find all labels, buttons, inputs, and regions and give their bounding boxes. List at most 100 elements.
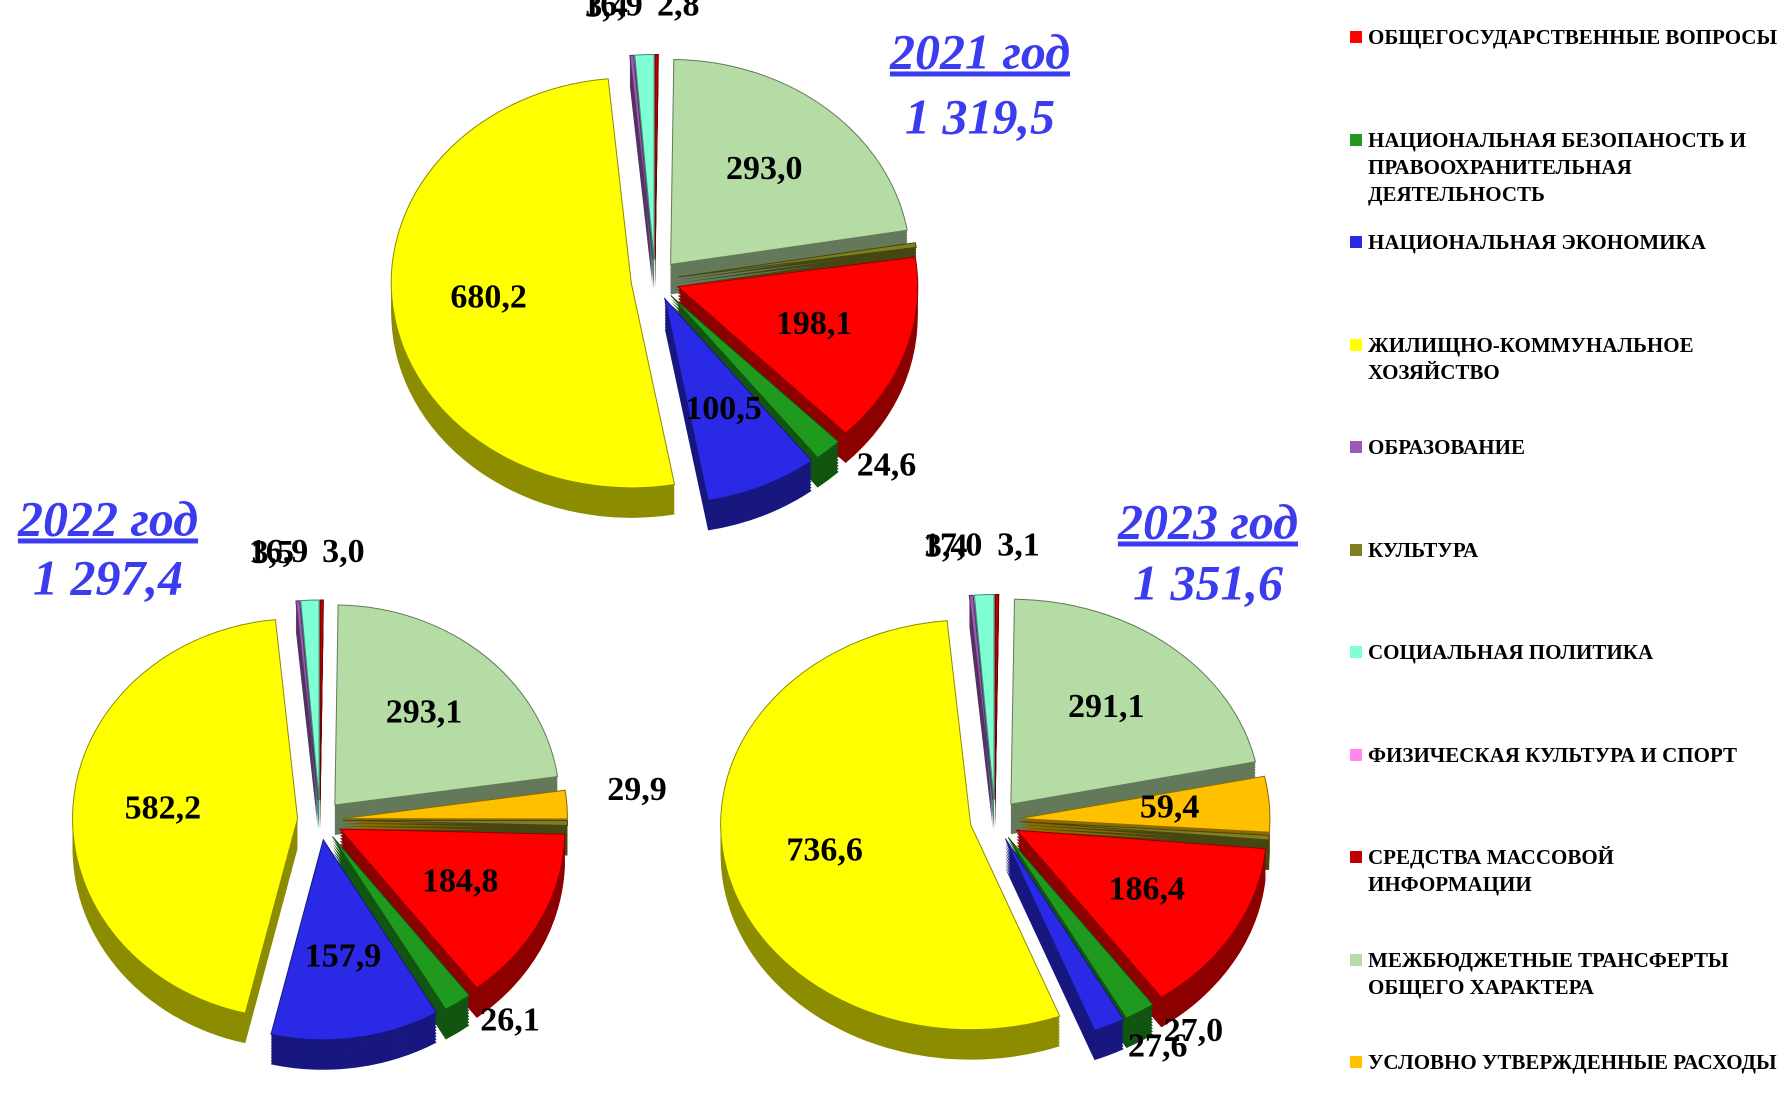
data-label: 3,0: [322, 533, 365, 570]
pie-labels: 3,1 291,1 59,4 186,4 27,027,6 736,6 3,417,0: [786, 526, 1223, 1064]
legend-swatch: [1350, 851, 1362, 863]
slice-side: [629, 85, 653, 290]
data-label: 3,4: [585, 0, 628, 24]
legend-swatch: [1350, 1056, 1362, 1068]
legend-swatch: [1350, 748, 1362, 761]
slice: [1019, 821, 1270, 841]
data-label: 17,0: [923, 527, 983, 564]
data-label: 186,4: [1108, 870, 1185, 907]
legend-label: УСЛОВНО УТВЕРЖДЕННЫЕ РАСХОДЫ: [1368, 1050, 1777, 1074]
slice: [634, 54, 655, 260]
slice-side: [969, 613, 993, 818]
data-label: 198,1: [776, 305, 853, 342]
slice-side: [1019, 827, 1270, 847]
data-label: 680,2: [450, 279, 527, 316]
legend-item: НАЦИОНАЛЬНАЯ ЭКОНОМИКА: [1350, 229, 1780, 256]
slice: [670, 58, 908, 266]
data-label: 2,8: [657, 0, 700, 23]
slice-side: [629, 73, 653, 278]
legend-label: СОЦИАЛЬНАЯ ПОЛИТИКА: [1368, 640, 1654, 664]
legend-item: МЕЖБЮДЖЕТНЫЕ ТРАНСФЕРТЫ ОБЩЕГО ХАРАКТЕРА: [1350, 947, 1780, 1001]
data-label: 157,9: [305, 937, 382, 974]
slice: [994, 594, 1000, 800]
legend-item: ЖИЛИЩНО-КОММУНАЛЬНОЕ ХОЗЯЙСТВО: [1350, 332, 1780, 386]
legend-swatch: [1350, 31, 1362, 43]
slice-side: [295, 621, 318, 822]
legend-item: СРЕДСТВА МАССОВОЙ ИНФОРМАЦИИ: [1350, 844, 1780, 898]
data-label: 184,8: [422, 862, 499, 899]
legend-swatch: [1350, 133, 1362, 146]
slice: [332, 836, 471, 1011]
data-label: 3,4: [925, 527, 968, 564]
slice-side: [969, 604, 993, 809]
data-label: 16,9: [249, 533, 309, 570]
slice-side: [295, 612, 318, 813]
slice-side: [629, 82, 653, 287]
slice-side: [295, 624, 318, 825]
pie-title: 2023 год: [1117, 493, 1298, 549]
pie-tops: [720, 594, 1271, 1031]
legend-item: ОБЩЕГОСУДАРСТВЕННЫЕ ВОПРОСЫ: [1350, 24, 1780, 51]
pie-tops: [390, 54, 919, 501]
data-label: 736,6: [786, 831, 863, 868]
legend-label: ОБРАЗОВАНИЕ: [1368, 435, 1525, 459]
legend-item: ФИЗИЧЕСКАЯ КУЛЬТУРА И СПОРТ: [1350, 742, 1780, 769]
slice-side: [295, 630, 318, 831]
slice: [973, 594, 995, 800]
slice: [670, 295, 840, 459]
pie-title: 2022 год: [17, 490, 198, 546]
slice: [1010, 598, 1257, 805]
slice: [629, 54, 654, 260]
legend-label: СРЕДСТВА МАССОВОЙ ИНФОРМАЦИИ: [1368, 845, 1615, 896]
slice: [319, 599, 324, 801]
slice-side: [295, 618, 318, 819]
legend-label: КУЛЬТУРА: [1368, 537, 1479, 562]
data-label: 100,5: [685, 390, 762, 427]
slice-side: [1019, 824, 1270, 844]
slice: [295, 600, 319, 801]
slice-side: [969, 607, 993, 812]
data-label: 24,6: [857, 447, 917, 484]
slice: [663, 297, 813, 501]
slice-side: [969, 616, 993, 821]
slice-side: [969, 619, 993, 824]
legend-swatch: [1350, 441, 1362, 453]
slice-side: [342, 826, 568, 832]
slice-side: [295, 615, 318, 816]
slice: [72, 619, 299, 1014]
pie-subtitle: 1 319,5: [905, 88, 1055, 144]
slice-side: [629, 64, 653, 269]
pie-subtitle: 1 297,4: [33, 549, 183, 605]
slice-side: [629, 76, 653, 281]
pie-subtitle: 1 351,6: [1133, 554, 1283, 610]
slice-side: [629, 67, 653, 272]
data-label: 3,1: [997, 526, 1040, 563]
legend-label: НАЦИОНАЛЬНАЯ ЭКОНОМИКА: [1368, 230, 1706, 254]
legend-swatch: [1350, 953, 1362, 966]
data-label: 582,2: [125, 789, 202, 826]
slice-side: [295, 609, 318, 810]
slice-side: [629, 79, 653, 284]
data-label: 26,1: [480, 1001, 540, 1038]
slice: [300, 599, 320, 801]
legend-swatch: [1350, 236, 1362, 248]
pie-labels: 2,8 293,0 198,1 24,6 100,5 680,2 3,416,9: [450, 0, 916, 484]
slice-side: [969, 610, 993, 815]
slice-side: [629, 70, 653, 275]
pie-labels: 3,0 293,1 29,9 184,8 26,1 157,9 582,2 3,516,9: [125, 533, 667, 1039]
slice: [676, 256, 919, 434]
slice-side: [969, 625, 993, 830]
legend-swatch: [1350, 338, 1362, 351]
slice: [342, 789, 568, 820]
slice: [334, 604, 559, 806]
data-label: 29,9: [607, 771, 667, 808]
slice: [1019, 775, 1271, 833]
slice: [968, 594, 994, 800]
slice: [338, 828, 566, 989]
slice: [654, 54, 659, 260]
data-label: 293,1: [386, 694, 463, 731]
data-label: 27,0: [1164, 1012, 1224, 1049]
legend-swatch: [1350, 543, 1362, 556]
slice: [1015, 829, 1267, 999]
